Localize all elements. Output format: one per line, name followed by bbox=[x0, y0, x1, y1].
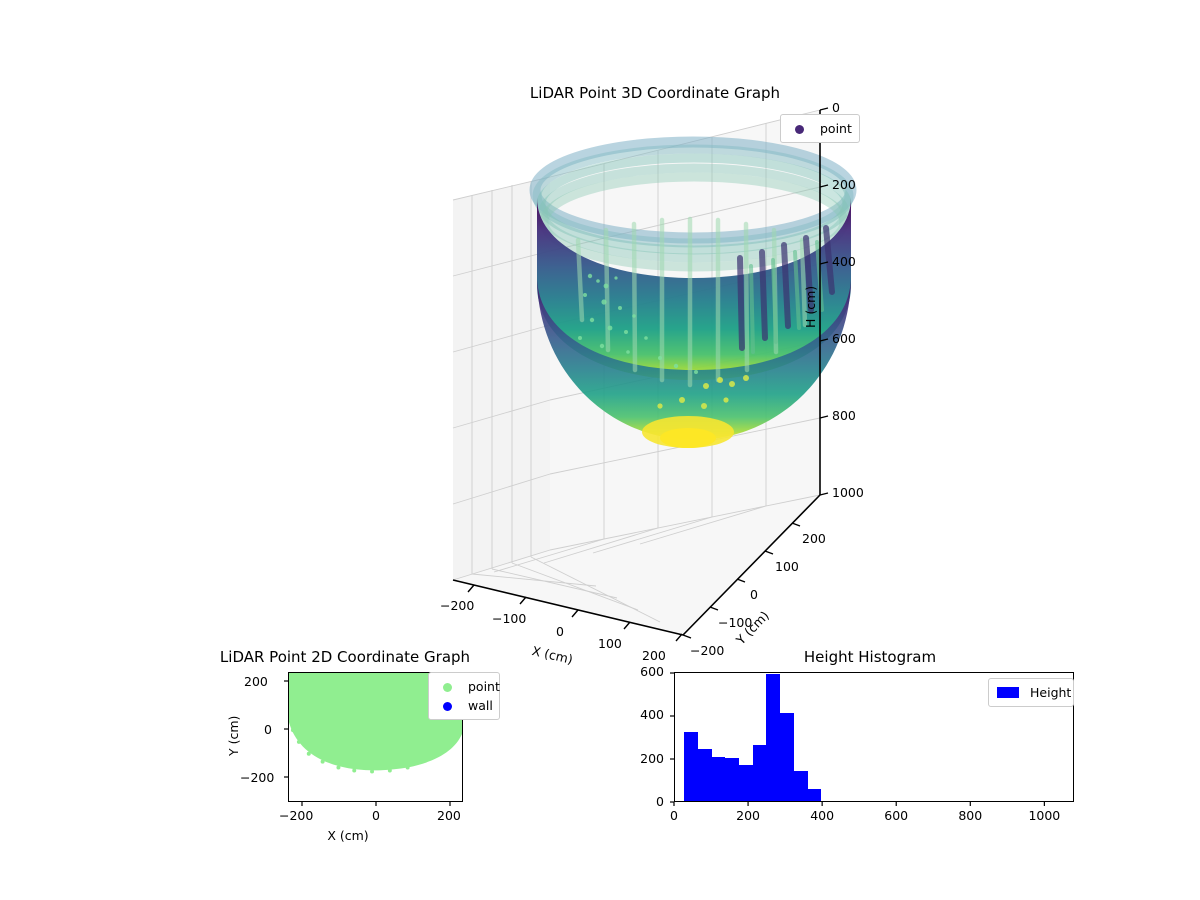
point-cloud bbox=[529, 136, 857, 448]
histogram-bar bbox=[697, 749, 712, 801]
legend-label: point bbox=[468, 679, 500, 694]
histogram-bar bbox=[807, 789, 822, 801]
plot3d-ytick-2: 0 bbox=[750, 587, 758, 602]
histogram-bar bbox=[766, 674, 781, 801]
plot3d-ytick-0: −200 bbox=[690, 643, 725, 658]
histogram-xtick-0: 0 bbox=[670, 808, 678, 823]
plot3d-xtick-4: 200 bbox=[642, 648, 666, 663]
plot3d-ytick-1: −100 bbox=[718, 615, 753, 630]
legend-item-height[interactable]: Height bbox=[996, 683, 1071, 702]
plot3d-ztick-1: 200 bbox=[832, 177, 856, 192]
histogram-ytick-1: 200 bbox=[640, 750, 664, 766]
plot2d-xaxis-label: X (cm) bbox=[327, 828, 369, 843]
plot3d-title: LiDAR Point 3D Coordinate Graph bbox=[529, 84, 781, 102]
lidar-3d-plot: LiDAR Point 3D Coordinate Graph bbox=[420, 80, 890, 667]
legend-item-point[interactable]: point bbox=[436, 677, 500, 696]
plot2d-title: LiDAR Point 2D Coordinate Graph bbox=[219, 648, 471, 666]
legend-item-wall[interactable]: wall bbox=[436, 696, 493, 715]
plot2d-yaxis-label: Y (cm) bbox=[226, 715, 241, 756]
plot3d-canvas bbox=[452, 107, 857, 642]
histogram-legend[interactable]: Height bbox=[988, 678, 1074, 707]
histogram-xtick-1: 200 bbox=[736, 808, 760, 823]
histogram-xtick-3: 600 bbox=[884, 808, 909, 823]
histogram-bar bbox=[739, 765, 753, 801]
lidar-2d-plot: LiDAR Point 2D Coordinate Graph bbox=[200, 648, 500, 858]
plot2d-xtick-0: −200 bbox=[279, 808, 314, 823]
histogram-bar bbox=[793, 771, 808, 801]
plot3d-ztick-4: 800 bbox=[832, 408, 856, 423]
yaxis-ticks bbox=[682, 522, 801, 639]
histogram-bar bbox=[711, 756, 726, 801]
plot3d-xtick-0: −200 bbox=[440, 598, 475, 613]
plot2d-ytick-0: 200 bbox=[244, 674, 268, 689]
legend-item-point[interactable]: point bbox=[788, 119, 852, 138]
plot2d-xtick-2: 200 bbox=[437, 808, 461, 823]
point-marker-icon bbox=[436, 677, 458, 696]
plot2d-legend[interactable]: point wall bbox=[428, 672, 500, 720]
histogram-ytick-3: 600 bbox=[640, 664, 664, 679]
legend-label: Height bbox=[1030, 685, 1072, 700]
height-histogram-plot: Height Histogram 0 200 400 600 0 200 400 600 80… bbox=[630, 648, 1090, 858]
histogram-xtick-5: 1000 bbox=[1028, 808, 1061, 823]
histogram-ytick-2: 400 bbox=[640, 707, 664, 723]
histogram-bar bbox=[684, 731, 698, 801]
plot3d-xtick-3: 100 bbox=[598, 636, 622, 651]
plot2d-ytick-1: 0 bbox=[264, 722, 272, 737]
wall-marker-icon bbox=[436, 696, 458, 715]
plot2d-point-region bbox=[289, 673, 462, 774]
histogram-tick-marks bbox=[670, 672, 1045, 806]
plot3d-ytick-4: 200 bbox=[802, 531, 826, 546]
plot3d-ytick-3: 100 bbox=[775, 559, 799, 574]
height-swatch-icon bbox=[996, 683, 1020, 702]
axis-spines bbox=[452, 110, 821, 636]
xaxis-ticks bbox=[467, 584, 683, 642]
histogram-xtick-2: 400 bbox=[810, 808, 835, 823]
histogram-ytick-0: 0 bbox=[656, 794, 664, 809]
histogram-bar bbox=[780, 712, 794, 801]
histogram-title: Height Histogram bbox=[803, 648, 937, 666]
pane-floor bbox=[453, 495, 820, 635]
zaxis-ticks bbox=[819, 107, 829, 496]
histogram-bar bbox=[752, 745, 767, 801]
plot3d-xtick-1: −100 bbox=[492, 611, 527, 626]
plot3d-ztick-2: 400 bbox=[832, 254, 856, 269]
plot2d-ytick-2: −200 bbox=[240, 770, 275, 785]
plot3d-ztick-0: 0 bbox=[832, 100, 840, 115]
plot3d-zaxis-label: H (cm) bbox=[803, 285, 818, 328]
histogram-xtick-4: 800 bbox=[958, 808, 983, 823]
plot2d-xtick-1: 0 bbox=[372, 808, 380, 823]
plot3d-ztick-3: 600 bbox=[832, 331, 856, 346]
plot2d-tick-marks bbox=[284, 680, 451, 806]
plot3d-ztick-5: 1000 bbox=[832, 485, 864, 500]
pane-left bbox=[453, 177, 550, 580]
plot3d-legend[interactable]: point bbox=[780, 114, 860, 143]
plot3d-xtick-2: 0 bbox=[556, 624, 564, 639]
legend-label: point bbox=[820, 121, 852, 136]
point-marker-icon bbox=[788, 119, 810, 138]
histogram-bar bbox=[725, 758, 740, 801]
legend-label: wall bbox=[468, 698, 493, 713]
